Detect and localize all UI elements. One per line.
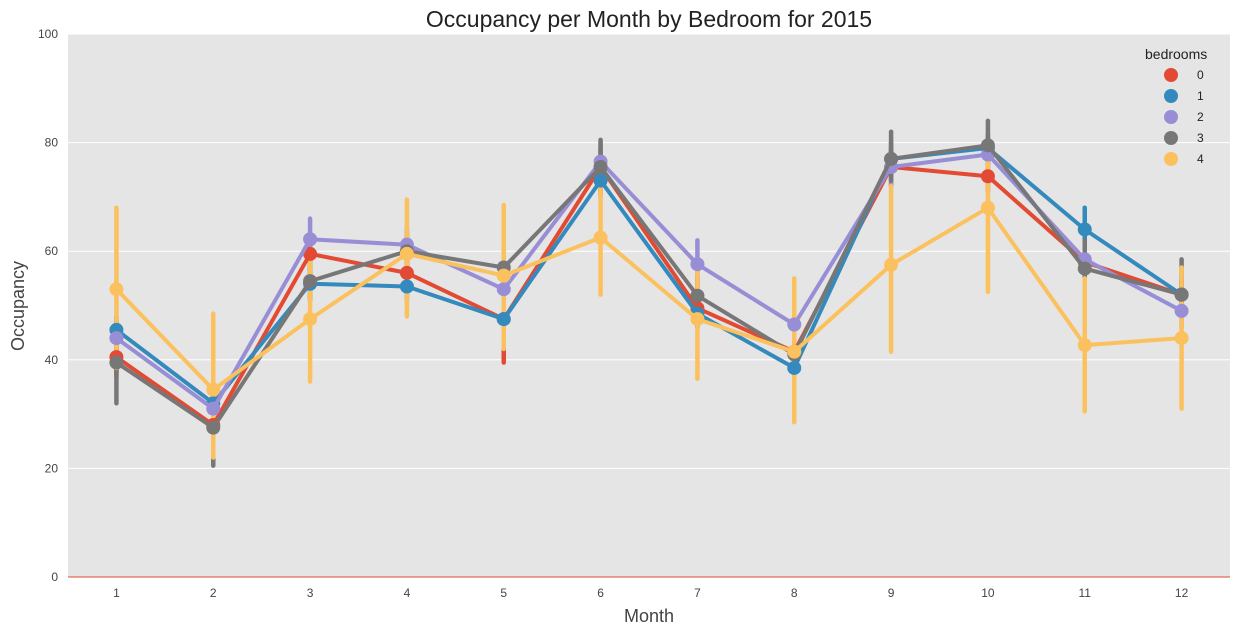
x-tick-label-11: 11 xyxy=(1079,586,1092,600)
x-tick-label-5: 5 xyxy=(500,586,507,600)
x-tick-label-10: 10 xyxy=(981,586,995,600)
y-tick-label-40: 40 xyxy=(45,353,59,367)
series-line-0 xyxy=(114,165,1184,427)
legend-items: 0 1 2 3 4 xyxy=(1164,68,1204,166)
series-line-4 xyxy=(114,205,1184,392)
legend-marker-4 xyxy=(1164,152,1178,166)
data-point-4-3 xyxy=(303,312,318,327)
legend-label-2: 2 xyxy=(1197,110,1204,124)
data-point-3-9 xyxy=(884,151,899,166)
data-point-3-2 xyxy=(206,420,221,435)
data-point-4-6 xyxy=(593,230,608,245)
data-point-3-3 xyxy=(303,274,318,289)
series-layer xyxy=(109,138,1189,435)
data-point-4-2 xyxy=(206,382,221,397)
legend-marker-1 xyxy=(1164,89,1178,103)
x-tick-label-6: 6 xyxy=(597,586,604,600)
data-point-0-4 xyxy=(399,265,414,280)
x-tick-label-1: 1 xyxy=(113,586,120,600)
y-tick-label-20: 20 xyxy=(45,461,59,475)
legend-label-4: 4 xyxy=(1197,152,1204,166)
data-point-3-12 xyxy=(1174,287,1189,302)
data-point-0-3 xyxy=(303,246,318,261)
data-point-1-4 xyxy=(399,279,414,294)
data-point-2-7 xyxy=(690,257,705,272)
data-point-1-8 xyxy=(787,360,802,375)
data-point-4-12 xyxy=(1174,331,1189,346)
data-point-3-6 xyxy=(593,160,608,175)
series-line-3 xyxy=(114,143,1184,430)
data-point-2-1 xyxy=(109,331,124,346)
x-tick-label-3: 3 xyxy=(307,586,314,600)
data-point-4-9 xyxy=(884,257,899,272)
data-point-2-3 xyxy=(303,232,318,247)
data-point-4-8 xyxy=(787,344,802,359)
x-tick-label-7: 7 xyxy=(694,586,701,600)
y-axis-label: Occupancy xyxy=(8,261,28,351)
legend: bedrooms 0 1 2 3 4 xyxy=(1145,46,1207,166)
data-point-4-11 xyxy=(1077,338,1092,353)
legend-marker-0 xyxy=(1164,68,1178,82)
data-point-3-7 xyxy=(690,288,705,303)
data-point-2-2 xyxy=(206,401,221,416)
legend-label-3: 3 xyxy=(1197,131,1204,145)
legend-title: bedrooms xyxy=(1145,46,1207,62)
x-tick-label-12: 12 xyxy=(1175,586,1189,600)
x-axis-label: Month xyxy=(624,606,674,626)
y-tick-label-60: 60 xyxy=(45,244,59,258)
data-point-1-6 xyxy=(593,173,608,188)
data-point-4-1 xyxy=(109,282,124,297)
legend-marker-3 xyxy=(1164,131,1178,145)
legend-label-1: 1 xyxy=(1197,89,1204,103)
x-tick-label-4: 4 xyxy=(404,586,411,600)
data-point-2-8 xyxy=(787,317,802,332)
data-point-1-5 xyxy=(496,312,511,327)
data-point-3-11 xyxy=(1077,261,1092,276)
data-point-3-10 xyxy=(980,138,995,153)
data-point-4-10 xyxy=(980,200,995,215)
data-point-3-1 xyxy=(109,355,124,370)
y-tick-label-100: 100 xyxy=(38,27,58,41)
legend-label-0: 0 xyxy=(1197,68,1204,82)
grid-layer xyxy=(68,33,1230,469)
data-point-0-10 xyxy=(980,169,995,184)
data-point-2-12 xyxy=(1174,303,1189,318)
data-point-1-11 xyxy=(1077,222,1092,237)
series-line-2 xyxy=(114,152,1184,411)
y-tick-label-0: 0 xyxy=(51,570,58,584)
plot-background xyxy=(68,34,1230,577)
y-tick-label-80: 80 xyxy=(45,136,59,150)
x-tick-label-8: 8 xyxy=(791,586,798,600)
x-tick-label-2: 2 xyxy=(210,586,217,600)
legend-marker-2 xyxy=(1164,110,1178,124)
x-tick-label-9: 9 xyxy=(888,586,895,600)
data-point-2-5 xyxy=(496,282,511,297)
data-point-4-5 xyxy=(496,268,511,283)
data-point-4-7 xyxy=(690,312,705,327)
chart-title: Occupancy per Month by Bedroom for 2015 xyxy=(426,6,872,32)
data-point-4-4 xyxy=(399,246,414,261)
